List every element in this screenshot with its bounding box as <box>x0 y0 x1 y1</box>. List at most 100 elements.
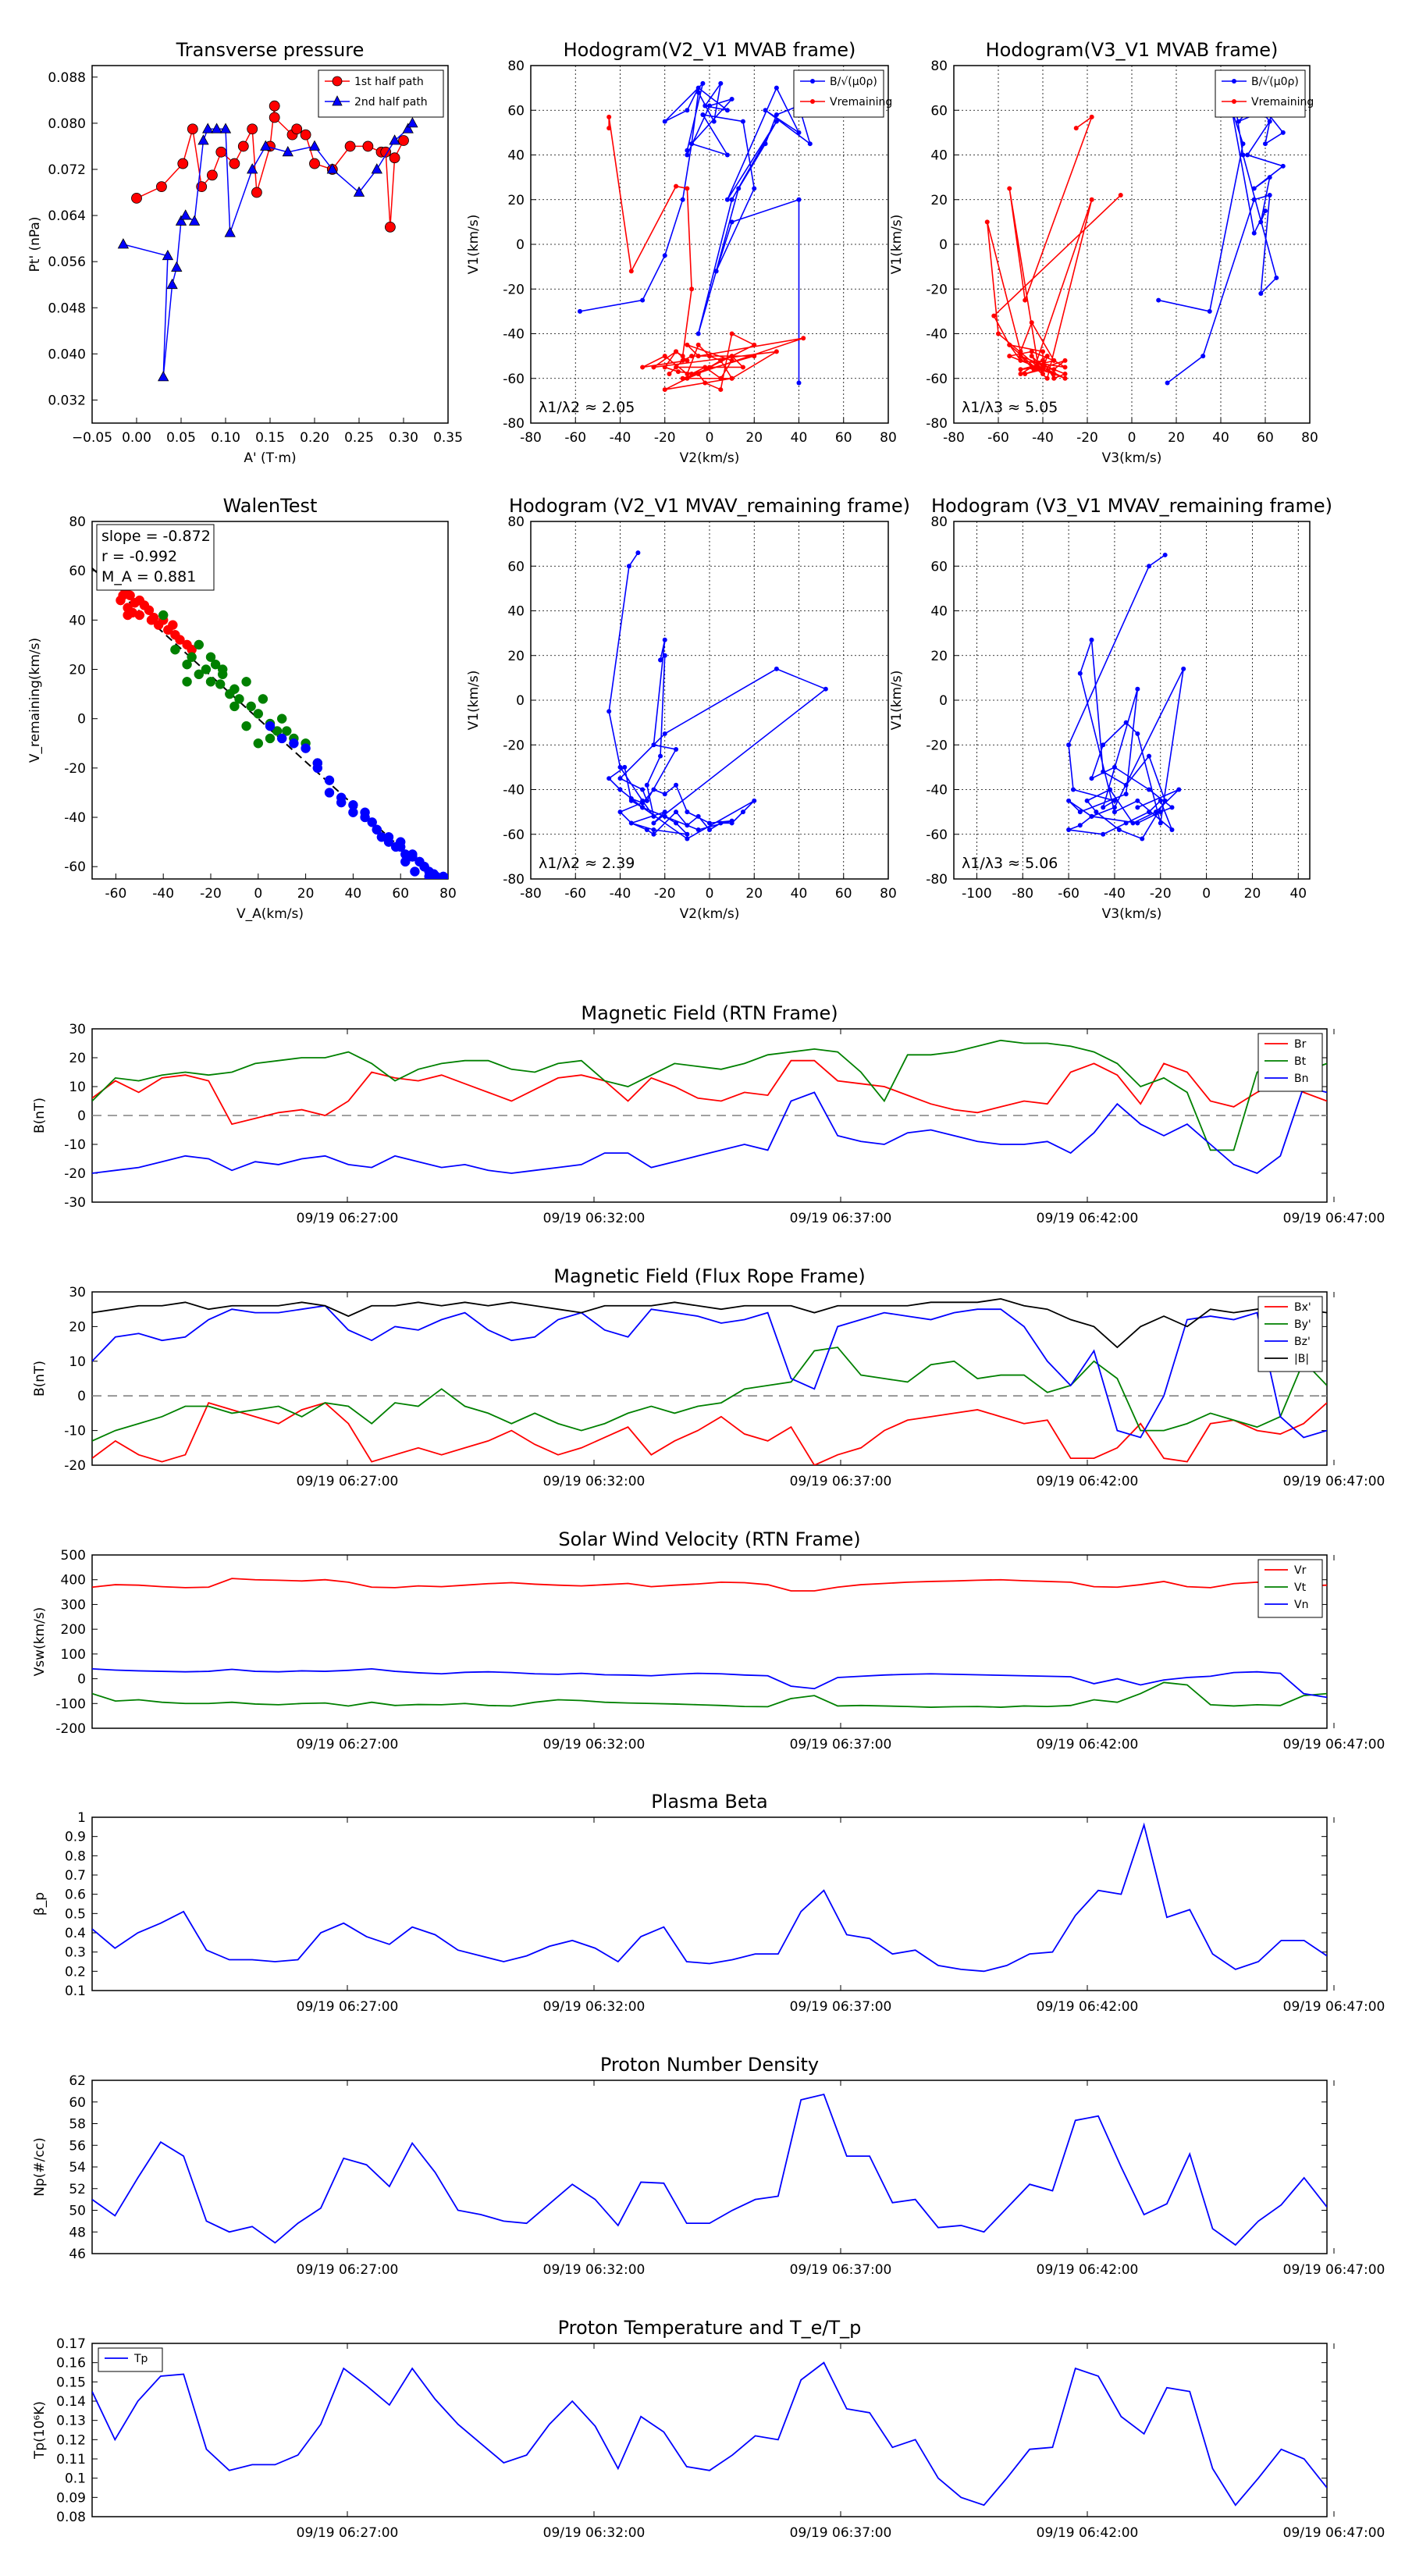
y-tick-label: 52 <box>69 2182 86 2197</box>
plot-frame <box>91 1554 1328 1729</box>
data-point <box>217 664 228 674</box>
data-point <box>1240 141 1246 147</box>
series-line-0 <box>136 105 404 227</box>
data-point <box>718 80 724 86</box>
series-line-Vn <box>92 1667 1327 1699</box>
data-point <box>1169 827 1175 833</box>
data-point <box>1162 552 1168 557</box>
data-point <box>443 873 448 879</box>
data-point <box>644 798 649 803</box>
x-tick-label: 60 <box>835 886 852 902</box>
y-tick-label: 60 <box>930 559 948 575</box>
data-point <box>685 831 690 837</box>
plot-area <box>92 568 448 879</box>
data-point <box>1245 152 1250 158</box>
x-axis-label: V3(km/s) <box>1102 450 1162 466</box>
data-point <box>1251 197 1257 202</box>
data-point <box>577 308 582 314</box>
data-point <box>617 776 623 781</box>
data-point <box>1236 119 1241 124</box>
data-point <box>247 163 258 174</box>
data-point <box>166 278 178 290</box>
data-point <box>1007 354 1012 359</box>
data-point <box>752 342 757 347</box>
series-line-1 <box>608 116 804 391</box>
x-tick-label: 09/19 06:37:00 <box>790 2262 892 2278</box>
plot-area <box>606 550 828 841</box>
data-point <box>1089 776 1094 781</box>
data-point <box>695 813 701 819</box>
x-tick-label: 09/19 06:27:00 <box>297 1737 399 1752</box>
eigen-ratio-label: λ1/λ3 ≈ 5.06 <box>962 855 1058 872</box>
y-tick-label: -20 <box>926 738 948 753</box>
legend-label: Bt <box>1294 1055 1307 1068</box>
x-tick-label: 09/19 06:47:00 <box>1283 1211 1385 1226</box>
x-tick-label: 09/19 06:37:00 <box>790 1474 892 1489</box>
x-tick-label: 0 <box>1128 430 1136 446</box>
data-point <box>424 871 434 879</box>
x-tick-label: 09/19 06:42:00 <box>1037 1999 1139 2015</box>
data-point <box>324 775 335 785</box>
x-tick-label: 80 <box>1301 430 1318 446</box>
y-tick-label: -10 <box>64 1424 86 1439</box>
data-point <box>215 146 227 158</box>
data-point <box>685 342 690 347</box>
data-point <box>1112 764 1117 770</box>
data-point <box>1112 798 1117 803</box>
y-tick-label: 0.08 <box>56 2510 86 2525</box>
data-point <box>269 112 280 123</box>
chart-vsw: -200 -100 0 100 200 300 400 500 09/19 06:27:00 09… <box>32 1528 1385 1752</box>
data-point <box>384 221 396 233</box>
y-tick-label: 0 <box>939 693 948 709</box>
plot-frame <box>91 1816 1328 1991</box>
x-tick-label: -60 <box>564 430 586 446</box>
data-point <box>123 610 133 621</box>
x-tick-label: 09/19 06:32:00 <box>543 2525 646 2541</box>
y-tick-label: 0 <box>77 712 86 728</box>
data-point <box>685 186 690 191</box>
x-axis-label: V3(km/s) <box>1102 906 1162 922</box>
y-tick-label: 80 <box>930 514 948 530</box>
y-tick-label: 0.11 <box>56 2452 86 2467</box>
x-tick-label: 0 <box>706 886 714 902</box>
data-point <box>1077 823 1083 828</box>
data-point <box>265 733 276 744</box>
x-axis-label: V2(km/s) <box>680 450 740 466</box>
y-tick-label: 500 <box>61 1548 86 1564</box>
data-point <box>1108 787 1113 792</box>
data-point <box>187 123 198 135</box>
x-tick-label: 0 <box>254 886 262 902</box>
data-point <box>1007 342 1012 347</box>
data-point <box>702 365 708 370</box>
legend-box <box>1257 1033 1323 1092</box>
chart-title: Hodogram(V2_V1 MVAB frame) <box>564 39 856 61</box>
data-point <box>402 123 414 133</box>
legend-marker <box>332 95 343 106</box>
chart-bfr: -20 -10 0 10 20 30 09/19 06:27:00 09/19 06:32:0… <box>32 1265 1385 1489</box>
data-point <box>194 669 205 680</box>
chart-title: Magnetic Field (Flux Rope Frame) <box>553 1265 865 1287</box>
x-tick-label: -100 <box>962 886 992 902</box>
x-tick-label: -20 <box>1150 886 1172 902</box>
data-point <box>1036 365 1041 370</box>
x-tick-label: -20 <box>654 886 676 902</box>
data-point <box>1062 372 1068 377</box>
data-point <box>1089 114 1094 119</box>
data-point <box>1251 230 1257 236</box>
data-point <box>695 85 701 91</box>
series-line-0 <box>579 81 812 383</box>
data-point <box>640 800 646 806</box>
x-tick-label: 09/19 06:27:00 <box>297 1999 399 2015</box>
plot-frame <box>91 2343 1328 2517</box>
y-tick-label: 0.17 <box>56 2336 86 2352</box>
data-point <box>729 96 735 101</box>
y-tick-label: 60 <box>507 103 525 119</box>
data-point <box>1007 186 1012 191</box>
series-line-Br <box>92 1059 1327 1126</box>
x-tick-label: 09/19 06:27:00 <box>297 2525 399 2541</box>
data-point <box>194 639 205 650</box>
y-tick-label: 0.080 <box>48 116 86 132</box>
data-point <box>685 148 690 153</box>
data-point <box>389 152 400 164</box>
data-point <box>171 261 183 272</box>
